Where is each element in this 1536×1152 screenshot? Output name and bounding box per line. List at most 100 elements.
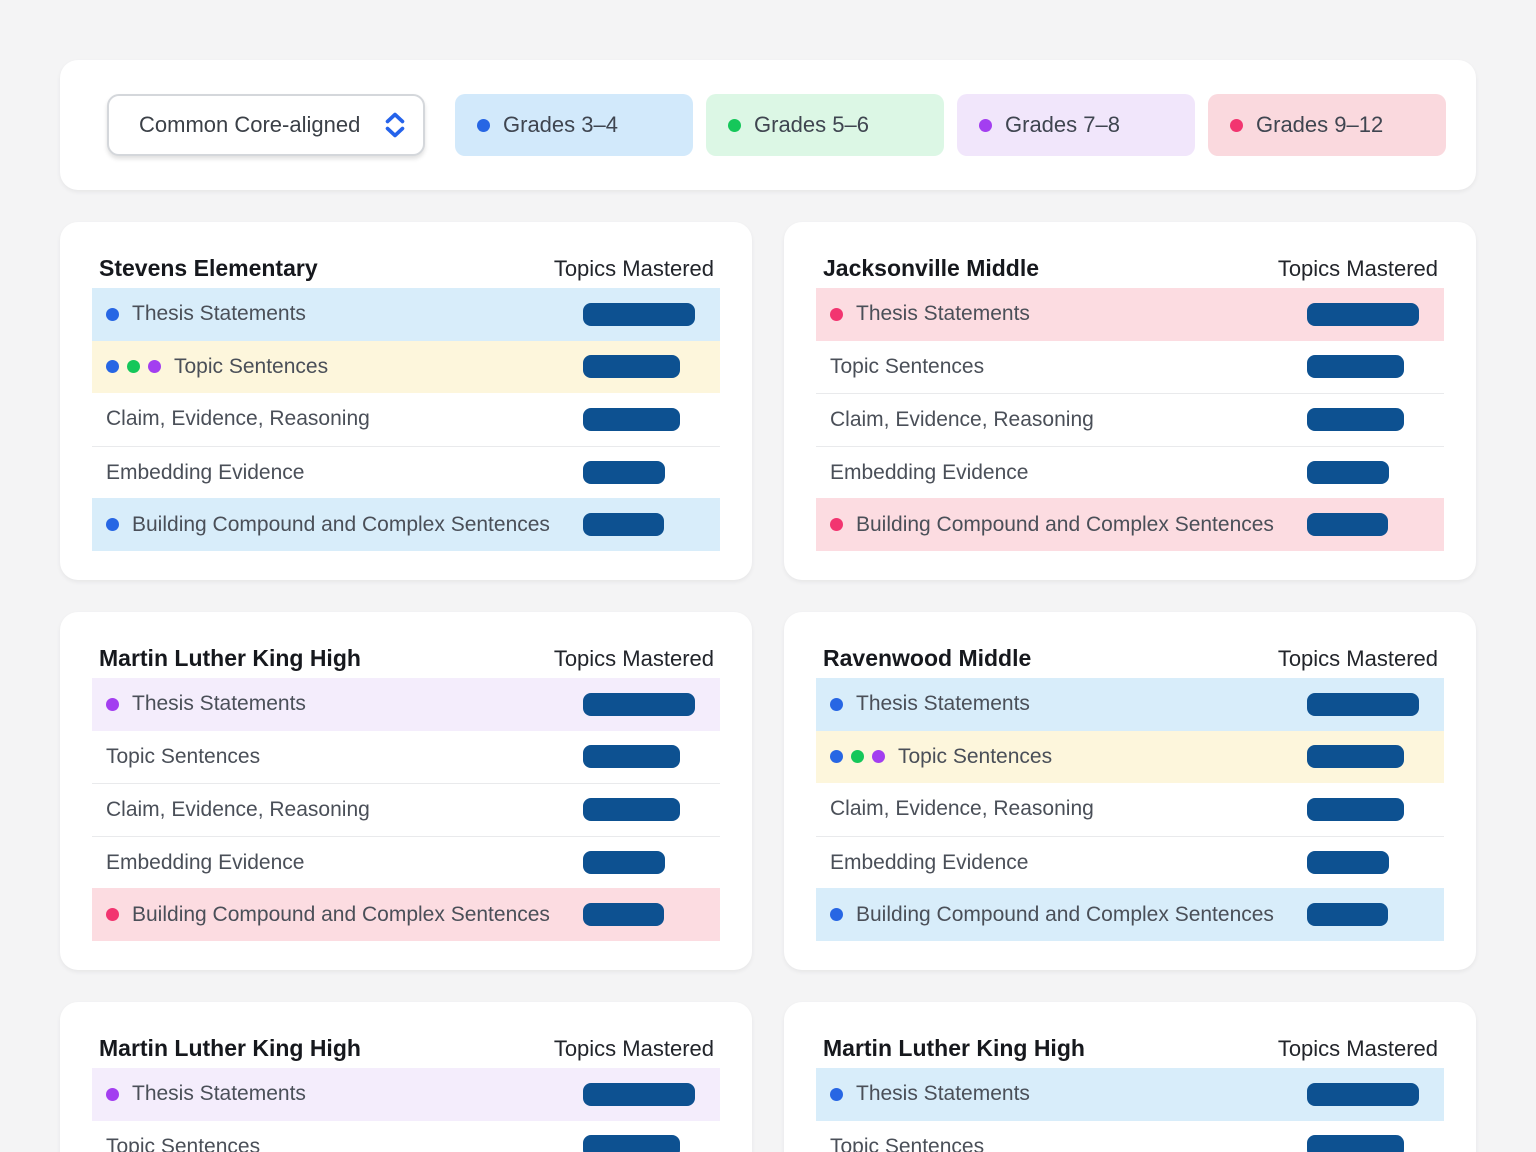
topic-rows: Thesis Statements Topic Sentences Claim, E…	[92, 288, 720, 551]
topic-row: Thesis Statements	[92, 678, 720, 731]
grade-chip-pink[interactable]: Grades 9–12	[1208, 94, 1446, 156]
topic-label: Building Compound and Complex Sentences	[856, 902, 1274, 926]
mastery-bar	[1307, 1135, 1404, 1152]
grade-chip-purple[interactable]: Grades 7–8	[957, 94, 1195, 156]
school-name: Martin Luther King High	[823, 1035, 1085, 1061]
topic-row: Claim, Evidence, Reasoning	[92, 783, 720, 836]
mastery-bar-track	[583, 513, 720, 537]
mastery-bar	[583, 903, 664, 927]
standards-dropdown-value: Common Core-aligned	[139, 112, 361, 137]
school-card: Martin Luther King High Topics Mastered Th…	[60, 612, 752, 970]
mastery-bar	[583, 513, 664, 537]
blue-dot-icon	[830, 1087, 843, 1101]
mastery-bar-track	[583, 903, 720, 927]
topic-row: Building Compound and Complex Sentences	[816, 888, 1444, 941]
grade-chip-blue[interactable]: Grades 3–4	[455, 94, 693, 156]
mastery-bar	[1307, 745, 1404, 769]
mastery-bar-track	[583, 1082, 720, 1106]
topic-label: Thesis Statements	[856, 1082, 1030, 1106]
topic-label: Thesis Statements	[132, 302, 306, 326]
mastery-bar-track	[1307, 1082, 1444, 1106]
standards-dropdown[interactable]: Common Core-aligned	[107, 94, 425, 156]
purple-dot-icon	[872, 750, 885, 764]
topic-label: Claim, Evidence, Reasoning	[830, 797, 1094, 821]
green-dot-icon	[728, 118, 741, 132]
mastery-bar	[1307, 461, 1389, 485]
topic-row: Topic Sentences	[92, 731, 720, 784]
topic-label: Topic Sentences	[898, 744, 1053, 768]
blue-dot-icon	[830, 750, 843, 764]
topic-row: Topic Sentences	[816, 341, 1444, 394]
grade-chip-label: Grades 3–4	[503, 112, 618, 137]
topic-row: Embedding Evidence	[92, 835, 720, 889]
topic-label: Embedding Evidence	[830, 850, 1029, 874]
mastery-bar	[1307, 903, 1388, 927]
purple-dot-icon	[148, 360, 161, 374]
topic-row: Thesis Statements	[816, 678, 1444, 731]
school-card: Ravenwood Middle Topics Mastered Thesis St…	[784, 612, 1476, 970]
grade-band-dots	[830, 697, 843, 711]
topic-label: Embedding Evidence	[106, 850, 305, 874]
mastery-bar-track	[583, 1135, 720, 1152]
mastery-bar	[1307, 513, 1388, 537]
topic-label: Thesis Statements	[132, 692, 306, 716]
topic-label: Topic Sentences	[106, 744, 261, 768]
topic-row: Building Compound and Complex Sentences	[816, 498, 1444, 551]
grade-band-dots	[106, 1087, 119, 1101]
school-name: Stevens Elementary	[99, 255, 318, 281]
topics-mastered-header: Topics Mastered	[553, 1036, 714, 1061]
mastery-bar	[1307, 408, 1404, 432]
topic-row: Claim, Evidence, Reasoning	[816, 393, 1444, 446]
topic-row: Thesis Statements	[816, 288, 1444, 341]
mastery-bar-track	[1307, 745, 1444, 769]
topic-label: Embedding Evidence	[106, 460, 305, 484]
grade-band-dots	[106, 518, 119, 532]
topics-mastered-header: Topics Mastered	[553, 256, 714, 281]
school-card: Martin Luther King High Topics Mastered Th…	[60, 1002, 752, 1152]
topic-label: Claim, Evidence, Reasoning	[830, 407, 1094, 431]
purple-dot-icon	[979, 118, 992, 132]
pink-dot-icon	[830, 307, 843, 321]
mastery-bar	[1307, 355, 1404, 379]
mastery-bar	[583, 407, 680, 431]
card-header: Ravenwood Middle Topics Mastered	[816, 645, 1444, 671]
card-header: Martin Luther King High Topics Mastered	[816, 1035, 1444, 1061]
grade-band-dots	[830, 1087, 843, 1101]
grade-chip-label: Grades 7–8	[1005, 112, 1120, 137]
topic-row: Claim, Evidence, Reasoning	[92, 393, 720, 446]
blue-dot-icon	[830, 908, 843, 922]
mastery-bar-track	[1307, 903, 1444, 927]
topic-row: Claim, Evidence, Reasoning	[816, 783, 1444, 836]
mastery-bar-track	[1307, 1135, 1444, 1152]
pink-dot-icon	[1230, 118, 1243, 132]
school-name: Ravenwood Middle	[823, 645, 1032, 671]
topics-mastered-header: Topics Mastered	[553, 646, 714, 671]
topic-label: Claim, Evidence, Reasoning	[106, 407, 370, 431]
grade-chip-label: Grades 9–12	[1256, 112, 1384, 137]
mastery-bar	[583, 1082, 695, 1106]
mastery-bar-track	[583, 461, 720, 485]
topic-rows: Thesis Statements Topic Sentences Claim, E…	[92, 678, 720, 941]
topic-label: Embedding Evidence	[830, 460, 1029, 484]
grade-filter-chips: Grades 3–4 Grades 5–6 Grades 7–8 Grades 9–1…	[455, 94, 1446, 156]
card-header: Martin Luther King High Topics Mastered	[92, 645, 720, 671]
grade-chip-green[interactable]: Grades 5–6	[706, 94, 944, 156]
mastery-bar-track	[583, 798, 720, 822]
topic-row: Embedding Evidence	[92, 445, 720, 499]
grade-band-dots	[830, 307, 843, 321]
mastery-bar	[583, 1135, 680, 1152]
school-card: Martin Luther King High Topics Mastered Th…	[784, 1002, 1476, 1152]
blue-dot-icon	[830, 697, 843, 711]
mastery-bar-track	[583, 692, 720, 716]
blue-dot-icon	[477, 118, 490, 132]
mastery-bar-track	[1307, 355, 1444, 379]
mastery-bar	[1307, 1082, 1419, 1106]
grade-band-dots	[106, 307, 119, 321]
mastery-bar	[583, 798, 680, 822]
school-card: Stevens Elementary Topics Mastered Thesis …	[60, 222, 752, 580]
topic-label: Topic Sentences	[830, 1134, 985, 1152]
grade-band-dots	[106, 697, 119, 711]
chevron-up-down-icon	[383, 111, 407, 139]
topic-label: Thesis Statements	[856, 302, 1030, 326]
